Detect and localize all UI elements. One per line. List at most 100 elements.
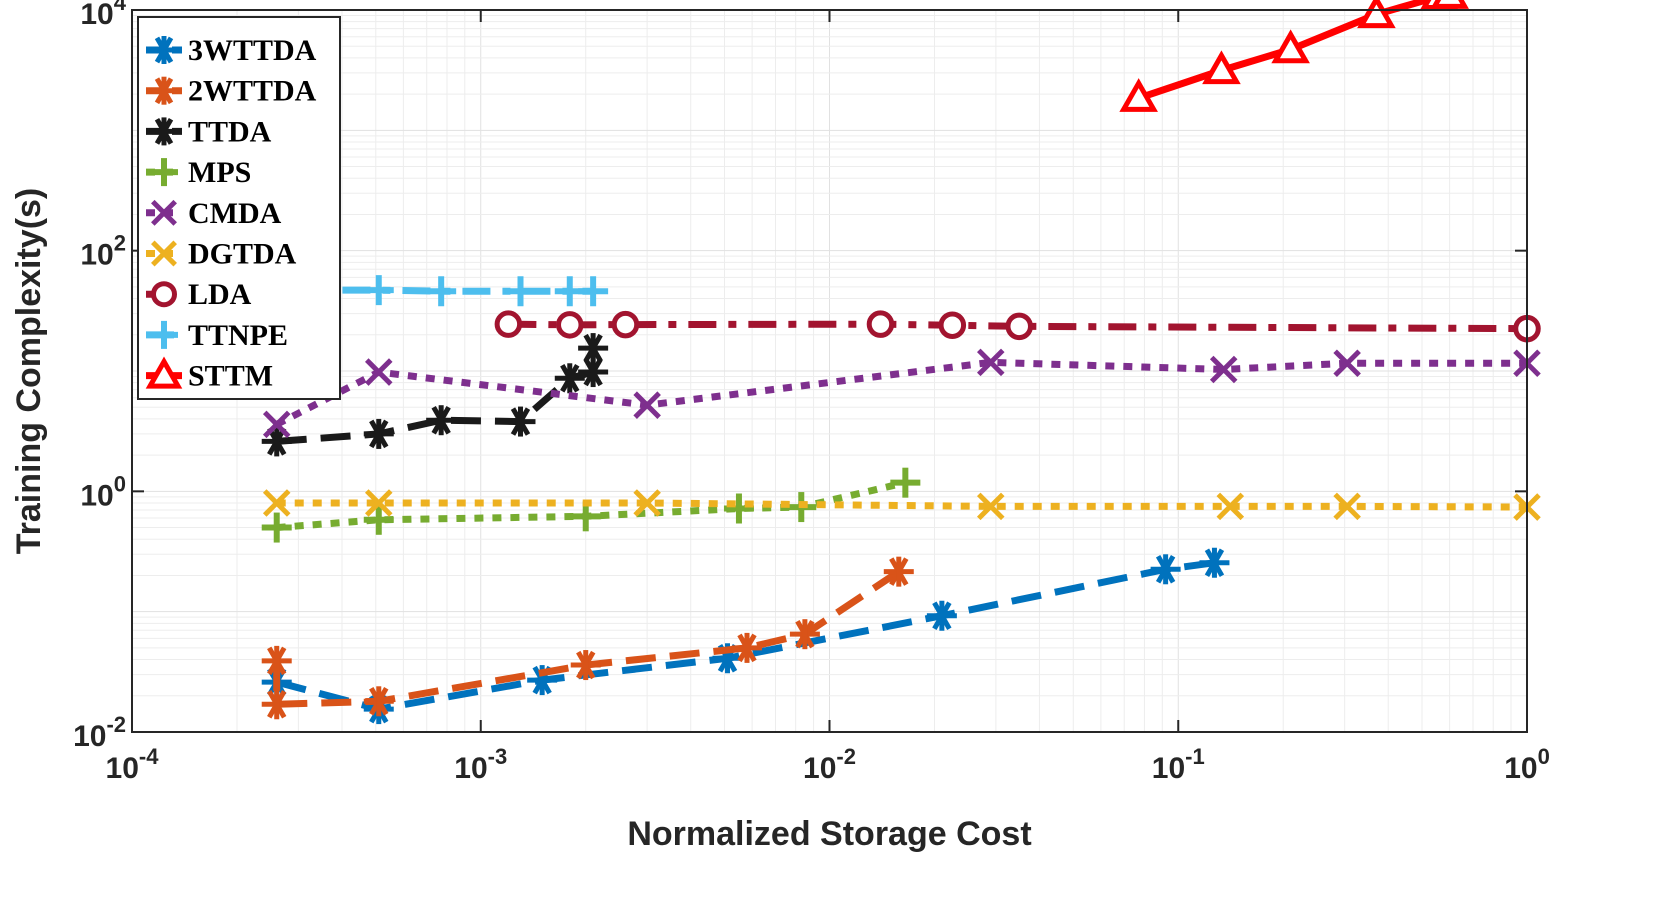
x-tick-base: 10: [106, 752, 139, 785]
x-tick-base: 10: [1504, 752, 1537, 785]
data-point-lda: [556, 311, 584, 339]
legend-marker-sttm: [145, 356, 183, 389]
marker-stroke: [151, 281, 177, 308]
series-sttm: [1119, 0, 1469, 112]
data-point-sttm: [1357, 0, 1396, 29]
marker-stroke: [151, 240, 177, 267]
data-point-ttnpe: [363, 275, 394, 306]
data-point-dgtda: [364, 489, 393, 517]
marker-stroke: [1209, 355, 1238, 384]
legend: 3WTTDA 2WTTDA TTDA MPS CMDA DGTDA LDA TTNPE STTM: [137, 16, 341, 400]
data-point-cmda: [262, 410, 291, 439]
legend-marker-mps: [150, 158, 178, 187]
legend-label: TTDA: [188, 115, 272, 148]
data-point-2wttda: [261, 689, 292, 720]
marker-stroke: [1216, 492, 1245, 521]
marker-stroke: [364, 489, 393, 517]
data-point-dgtda: [262, 489, 291, 517]
marker-stroke: [262, 410, 291, 439]
marker-stroke: [1119, 78, 1158, 112]
data-point-cmda: [1209, 355, 1238, 384]
marker-stroke: [1202, 50, 1241, 85]
legend-label: MPS: [188, 156, 251, 189]
marker-stroke: [633, 489, 661, 517]
legend-label: LDA: [188, 278, 252, 311]
series-line-ttnpe: [282, 286, 594, 295]
data-point-2wttda: [363, 686, 394, 717]
legend-item-sttm: STTM: [145, 356, 273, 393]
data-point-lda: [866, 310, 895, 338]
legend-item-3wttda: 3WTTDA: [146, 34, 317, 67]
x-tick-label: 10-2: [803, 744, 856, 785]
legend-label: STTM: [188, 360, 273, 393]
data-point-dgtda: [1216, 492, 1245, 521]
series-2wttda: [261, 556, 914, 720]
legend-label: 3WTTDA: [188, 34, 317, 67]
legend-marker-3wttda: [150, 36, 178, 64]
y-tick-label: 102: [80, 231, 126, 272]
marker-stroke: [1005, 312, 1033, 341]
legend-marker-2wttda: [150, 76, 178, 105]
marker-stroke: [556, 311, 584, 339]
marker-stroke: [611, 310, 640, 339]
data-point-2wttda: [261, 645, 292, 676]
y-tick-base: 10: [80, 479, 113, 512]
grid: [131, 10, 1527, 733]
marker-stroke: [494, 310, 523, 338]
data-point-lda: [611, 310, 640, 339]
data-point-dgtda: [1333, 492, 1361, 521]
x-axis-title: Normalized Storage Cost: [627, 815, 1031, 853]
legend-label: CMDA: [188, 197, 282, 230]
legend-item-cmda: CMDA: [146, 197, 282, 230]
series-ttnpe: [267, 275, 609, 307]
data-point-lda: [494, 310, 523, 338]
data-point-ttda: [505, 406, 536, 437]
x-tick-exponent: 0: [1538, 744, 1550, 769]
data-point-3wttda: [926, 600, 957, 631]
x-tick-exponent: -3: [488, 744, 508, 769]
data-point-ttda: [578, 333, 609, 364]
marker-stroke: [938, 311, 967, 339]
data-point-sttm: [1119, 78, 1158, 112]
y-tick-label: 100: [80, 471, 126, 512]
data-point-dgtda: [633, 489, 661, 517]
legend-item-lda: LDA: [146, 278, 252, 311]
x-tick-base: 10: [1152, 752, 1185, 785]
y-tick-label: 10-2: [73, 712, 126, 753]
marker-stroke: [633, 391, 661, 419]
data-point-ttda: [363, 418, 394, 449]
data-point-dgtda: [976, 492, 1005, 521]
legend-marker-cmda: [151, 199, 177, 226]
y-tick-base: 10: [80, 0, 113, 31]
data-point-ttnpe: [578, 276, 609, 307]
x-tick-label: 100: [1504, 744, 1550, 785]
marker-stroke: [364, 358, 393, 386]
x-tick-label: 10-4: [106, 744, 160, 785]
data-point-lda: [1005, 312, 1033, 341]
marker-stroke: [1430, 0, 1469, 9]
legend-marker-ttda: [150, 117, 178, 146]
marker-stroke: [262, 489, 291, 517]
y-tick-exponent: -2: [106, 712, 126, 737]
x-tick-exponent: -2: [836, 744, 856, 769]
data-point-ttnpe: [426, 276, 457, 307]
x-tick-label: 10-1: [1152, 744, 1205, 785]
legend-item-ttnpe: TTNPE: [146, 319, 288, 352]
data-point-cmda: [633, 391, 661, 419]
legend-marker-lda: [151, 281, 177, 308]
data-point-mps: [261, 512, 292, 543]
data-point-2wttda: [570, 650, 601, 681]
legend-label: TTNPE: [188, 319, 288, 352]
data-point-sttm: [1430, 0, 1469, 9]
marker-stroke: [151, 199, 177, 226]
data-point-cmda: [1333, 349, 1361, 378]
data-point-mps: [363, 504, 394, 535]
legend-item-mps: MPS: [146, 156, 251, 189]
marker-stroke: [1271, 29, 1310, 64]
x-tick-label: 10-3: [454, 744, 507, 785]
series-ttda: [261, 333, 609, 457]
data-point-mps: [723, 493, 754, 524]
marker-stroke: [1357, 0, 1396, 29]
